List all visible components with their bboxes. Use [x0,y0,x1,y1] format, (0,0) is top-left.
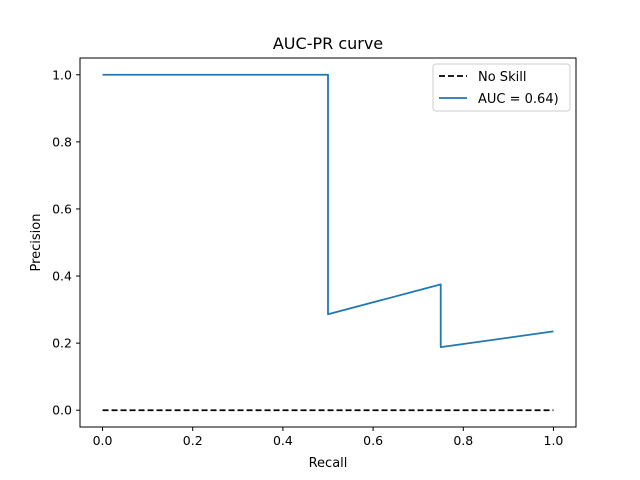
legend-label-auc: AUC = 0.64) [478,92,559,107]
chart-title: AUC-PR curve [273,34,383,53]
x-tick-label: 0.2 [183,433,203,448]
y-tick-label: 0.0 [52,403,72,418]
x-axis-label: Recall [309,456,348,471]
y-tick-label: 0.2 [52,336,72,351]
x-tick-label: 0.4 [273,433,293,448]
x-tick-label: 1.0 [544,433,564,448]
legend: No Skill AUC = 0.64) [432,63,571,112]
series-layer [102,73,554,412]
y-tick-label: 0.4 [52,269,72,284]
plot-frame [79,57,577,428]
y-tick-label: 0.8 [52,134,72,149]
x-tick-label: 0.8 [453,433,473,448]
y-axis-label: Precision [29,213,44,271]
legend-label-no-skill: No Skill [478,70,526,85]
axis-ticks: 0.0 0.2 0.4 0.6 0.8 1.0 0.0 0.2 0.4 0.6 0.8 1.0 [52,67,563,448]
x-tick-label: 0.0 [93,433,113,448]
pr-curve-line [102,73,554,349]
x-tick-label: 0.6 [363,433,383,448]
y-tick-label: 1.0 [52,67,72,82]
y-tick-label: 0.6 [52,201,72,216]
legend-box [432,63,571,112]
